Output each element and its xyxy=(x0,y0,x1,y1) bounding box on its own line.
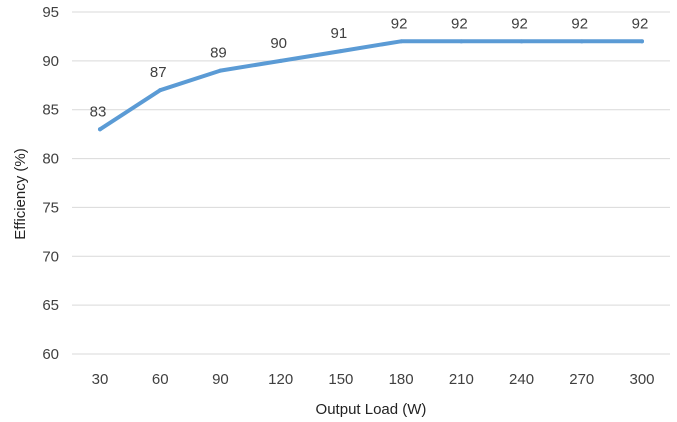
y-tick-label: 80 xyxy=(42,151,59,168)
x-tick-label: 300 xyxy=(629,371,654,388)
data-label: 87 xyxy=(150,64,167,81)
x-tick-label: 30 xyxy=(92,371,109,388)
data-point xyxy=(579,39,584,44)
data-point xyxy=(218,68,223,73)
series-line-0 xyxy=(98,39,644,132)
data-label: 92 xyxy=(571,15,588,32)
x-tick-label: 180 xyxy=(389,371,414,388)
x-tick-label: 240 xyxy=(509,371,534,388)
data-label: 83 xyxy=(90,103,107,120)
data-point xyxy=(338,49,343,54)
data-label: 89 xyxy=(210,45,227,62)
x-tick-label: 150 xyxy=(328,371,353,388)
data-label: 91 xyxy=(331,25,348,42)
x-tick-label: 210 xyxy=(449,371,474,388)
y-tick-label: 75 xyxy=(42,199,59,216)
x-tick-label: 90 xyxy=(212,371,229,388)
y-tick-label: 95 xyxy=(42,4,59,21)
y-tick-label: 65 xyxy=(42,297,59,314)
data-point xyxy=(278,58,283,63)
y-tick-label: 60 xyxy=(42,346,59,363)
data-labels: 83 87 89 90 91 92 92 92 92 92 xyxy=(90,15,649,120)
data-label: 90 xyxy=(270,35,287,52)
series-layer xyxy=(98,39,644,132)
x-axis-title: Output Load (W) xyxy=(316,401,427,418)
y-tick-label: 90 xyxy=(42,53,59,70)
data-point xyxy=(399,39,404,44)
x-axis-ticks: 30 60 90 120 150 180 210 240 270 300 xyxy=(92,371,655,388)
data-point xyxy=(519,39,524,44)
y-axis-ticks: 60 65 70 75 80 85 90 95 xyxy=(42,4,59,363)
data-point xyxy=(158,88,163,93)
y-axis-title: Efficiency (%) xyxy=(12,148,29,239)
x-tick-label: 270 xyxy=(569,371,594,388)
y-tick-label: 70 xyxy=(42,248,59,265)
x-tick-label: 60 xyxy=(152,371,169,388)
gridlines xyxy=(72,11,670,355)
data-point xyxy=(640,39,644,44)
x-tick-label: 120 xyxy=(268,371,293,388)
data-label: 92 xyxy=(451,15,468,32)
data-label: 92 xyxy=(511,15,528,32)
data-label: 92 xyxy=(391,15,408,32)
y-tick-label: 85 xyxy=(42,102,59,119)
data-label: 92 xyxy=(632,15,649,32)
data-point xyxy=(98,127,102,132)
data-point xyxy=(459,39,464,44)
